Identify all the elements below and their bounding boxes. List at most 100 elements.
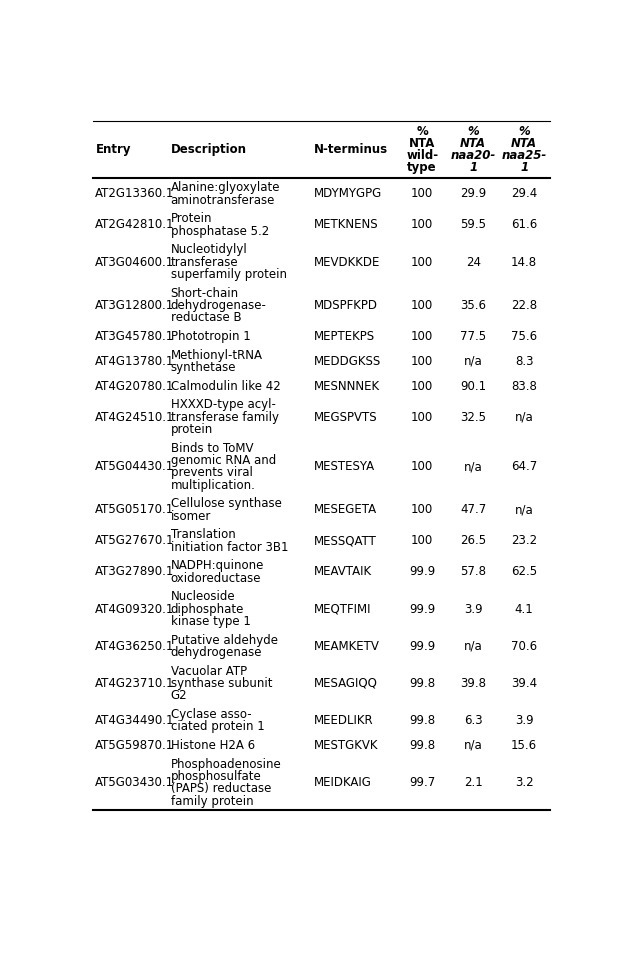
Text: HXXXD-type acyl-: HXXXD-type acyl- xyxy=(171,398,276,411)
Text: 2.1: 2.1 xyxy=(464,776,483,789)
Text: AT3G12800.1: AT3G12800.1 xyxy=(95,299,175,312)
Text: AT3G27890.1: AT3G27890.1 xyxy=(95,566,175,579)
Text: MEPTEKPS: MEPTEKPS xyxy=(314,330,375,343)
Text: %: % xyxy=(467,125,479,137)
Text: 29.4: 29.4 xyxy=(511,187,537,201)
Text: synthase subunit: synthase subunit xyxy=(171,677,272,690)
Text: n/a: n/a xyxy=(464,739,483,752)
Text: phosphatase 5.2: phosphatase 5.2 xyxy=(171,225,269,238)
Text: transferase family: transferase family xyxy=(171,411,278,424)
Text: synthetase: synthetase xyxy=(171,361,236,374)
Text: MEQTFIMI: MEQTFIMI xyxy=(314,603,372,616)
Text: MESSQATT: MESSQATT xyxy=(314,535,377,547)
Text: Putative aldehyde: Putative aldehyde xyxy=(171,634,278,647)
Text: MDYMYGPG: MDYMYGPG xyxy=(314,187,382,201)
Text: genomic RNA and: genomic RNA and xyxy=(171,454,276,467)
Text: Alanine:glyoxylate: Alanine:glyoxylate xyxy=(171,181,280,194)
Text: AT5G59870.1: AT5G59870.1 xyxy=(95,739,175,752)
Text: 62.5: 62.5 xyxy=(511,566,537,579)
Text: Phototropin 1: Phototropin 1 xyxy=(171,330,250,343)
Text: AT4G23710.1: AT4G23710.1 xyxy=(95,677,175,690)
Text: 29.9: 29.9 xyxy=(460,187,487,201)
Text: AT2G13360.1: AT2G13360.1 xyxy=(95,187,175,201)
Text: AT3G04600.1: AT3G04600.1 xyxy=(95,255,175,269)
Text: 22.8: 22.8 xyxy=(511,299,537,312)
Text: AT4G34490.1: AT4G34490.1 xyxy=(95,714,175,727)
Text: 23.2: 23.2 xyxy=(511,535,537,547)
Text: 90.1: 90.1 xyxy=(460,380,487,393)
Text: MEIDKAIG: MEIDKAIG xyxy=(314,776,372,789)
Text: n/a: n/a xyxy=(464,355,483,368)
Text: AT5G03430.1: AT5G03430.1 xyxy=(95,776,174,789)
Text: 3.9: 3.9 xyxy=(464,603,483,616)
Text: 100: 100 xyxy=(411,218,433,232)
Text: aminotransferase: aminotransferase xyxy=(171,194,275,206)
Text: Methionyl-tRNA: Methionyl-tRNA xyxy=(171,349,263,361)
Text: 14.8: 14.8 xyxy=(511,255,537,269)
Text: 100: 100 xyxy=(411,187,433,201)
Text: AT5G05170.1: AT5G05170.1 xyxy=(95,504,175,516)
Text: n/a: n/a xyxy=(464,640,483,653)
Text: family protein: family protein xyxy=(171,795,253,807)
Text: 99.8: 99.8 xyxy=(409,739,435,752)
Text: 64.7: 64.7 xyxy=(511,460,537,473)
Text: 99.9: 99.9 xyxy=(409,603,435,616)
Text: Calmodulin like 42: Calmodulin like 42 xyxy=(171,380,280,393)
Text: phosphosulfate: phosphosulfate xyxy=(171,770,261,783)
Text: 77.5: 77.5 xyxy=(460,330,487,343)
Text: 1: 1 xyxy=(520,162,529,174)
Text: 100: 100 xyxy=(411,355,433,368)
Text: 26.5: 26.5 xyxy=(460,535,487,547)
Text: N-terminus: N-terminus xyxy=(314,143,388,156)
Text: 75.6: 75.6 xyxy=(511,330,537,343)
Text: 100: 100 xyxy=(411,535,433,547)
Text: NADPH:quinone: NADPH:quinone xyxy=(171,559,264,573)
Text: prevents viral: prevents viral xyxy=(171,467,253,479)
Text: AT4G09320.1: AT4G09320.1 xyxy=(95,603,175,616)
Text: 3.9: 3.9 xyxy=(515,714,534,727)
Text: MDSPFKPD: MDSPFKPD xyxy=(314,299,378,312)
Text: naa20-: naa20- xyxy=(451,149,496,162)
Text: MESTESYA: MESTESYA xyxy=(314,460,375,473)
Text: 100: 100 xyxy=(411,411,433,424)
Text: 99.8: 99.8 xyxy=(409,677,435,690)
Text: AT4G20780.1: AT4G20780.1 xyxy=(95,380,175,393)
Text: initiation factor 3B1: initiation factor 3B1 xyxy=(171,541,288,553)
Text: Phosphoadenosine: Phosphoadenosine xyxy=(171,758,282,770)
Text: isomer: isomer xyxy=(171,509,211,523)
Text: 15.6: 15.6 xyxy=(511,739,537,752)
Text: type: type xyxy=(408,162,437,174)
Text: 6.3: 6.3 xyxy=(464,714,483,727)
Text: naa25-: naa25- xyxy=(502,149,547,162)
Text: AT2G42810.1: AT2G42810.1 xyxy=(95,218,175,232)
Text: kinase type 1: kinase type 1 xyxy=(171,615,251,628)
Text: MEDDGKSS: MEDDGKSS xyxy=(314,355,381,368)
Text: AT5G04430.1: AT5G04430.1 xyxy=(95,460,175,473)
Text: NTA: NTA xyxy=(409,137,435,150)
Text: 100: 100 xyxy=(411,255,433,269)
Text: Short-chain: Short-chain xyxy=(171,286,239,300)
Text: MESTGKVK: MESTGKVK xyxy=(314,739,379,752)
Text: n/a: n/a xyxy=(515,411,534,424)
Text: diphosphate: diphosphate xyxy=(171,603,244,616)
Text: AT4G13780.1: AT4G13780.1 xyxy=(95,355,175,368)
Text: 61.6: 61.6 xyxy=(511,218,537,232)
Text: MESAGIQQ: MESAGIQQ xyxy=(314,677,378,690)
Text: MESEGETA: MESEGETA xyxy=(314,504,377,516)
Text: Entry: Entry xyxy=(95,143,131,156)
Text: 99.9: 99.9 xyxy=(409,640,435,653)
Text: Histone H2A 6: Histone H2A 6 xyxy=(171,739,255,752)
Text: NTA: NTA xyxy=(511,137,537,150)
Text: Translation: Translation xyxy=(171,528,236,542)
Text: Protein: Protein xyxy=(171,212,212,225)
Text: 24: 24 xyxy=(466,255,481,269)
Text: 32.5: 32.5 xyxy=(460,411,486,424)
Text: AT4G36250.1: AT4G36250.1 xyxy=(95,640,175,653)
Text: AT3G45780.1: AT3G45780.1 xyxy=(95,330,175,343)
Text: n/a: n/a xyxy=(464,460,483,473)
Text: MESNNNEK: MESNNNEK xyxy=(314,380,380,393)
Text: 47.7: 47.7 xyxy=(460,504,487,516)
Text: MEEDLIKR: MEEDLIKR xyxy=(314,714,374,727)
Text: 1: 1 xyxy=(469,162,477,174)
Text: reductase B: reductase B xyxy=(171,311,241,324)
